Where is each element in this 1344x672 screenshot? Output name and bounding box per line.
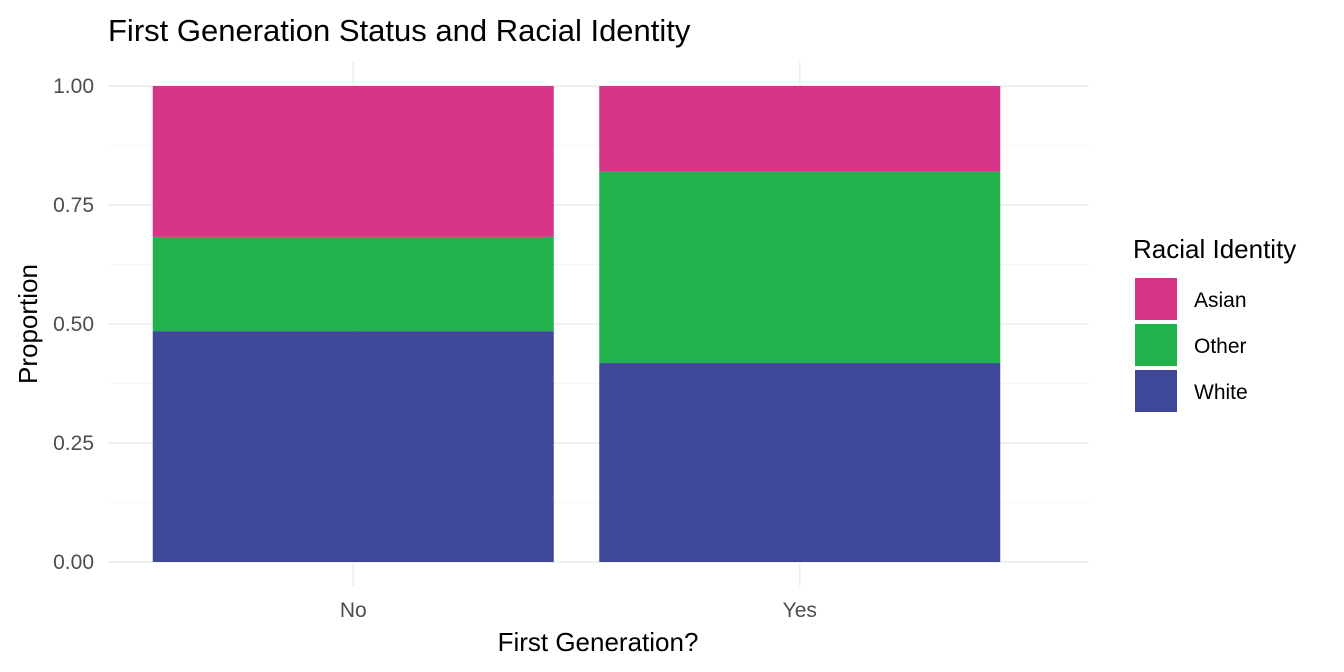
x-axis-title: First Generation? bbox=[498, 627, 699, 657]
y-tick-label: 0.75 bbox=[53, 194, 94, 217]
legend-title: Racial Identity bbox=[1133, 234, 1296, 264]
x-tick-label: Yes bbox=[783, 599, 817, 622]
x-tick-labels: No Yes bbox=[340, 599, 817, 622]
legend-label-white: White bbox=[1194, 381, 1248, 404]
y-tick-label: 0.50 bbox=[53, 313, 94, 336]
chart-title: First Generation Status and Racial Ident… bbox=[108, 13, 691, 48]
y-tick-label: 0.00 bbox=[53, 551, 94, 574]
bar-asian-no bbox=[152, 86, 554, 237]
bar-white-yes bbox=[599, 363, 1001, 562]
legend-swatch-white bbox=[1135, 370, 1177, 412]
y-tick-labels: 0.00 0.25 0.50 0.75 1.00 bbox=[53, 75, 94, 574]
bars bbox=[152, 86, 1001, 562]
legend-label-other: Other bbox=[1194, 335, 1247, 358]
bar-other-no bbox=[152, 236, 554, 332]
legend-label-asian: Asian bbox=[1194, 289, 1247, 312]
bar-white-no bbox=[152, 331, 554, 562]
x-tick-label: No bbox=[340, 599, 367, 622]
legend: Racial Identity Asian Other White bbox=[1133, 234, 1296, 412]
y-tick-label: 1.00 bbox=[53, 75, 94, 98]
y-tick-label: 0.25 bbox=[53, 432, 94, 455]
legend-swatch-asian bbox=[1135, 278, 1177, 320]
y-axis-title: Proportion bbox=[13, 264, 43, 384]
bar-asian-yes bbox=[599, 86, 1001, 172]
bar-other-yes bbox=[599, 171, 1001, 364]
legend-swatch-other bbox=[1135, 324, 1177, 366]
